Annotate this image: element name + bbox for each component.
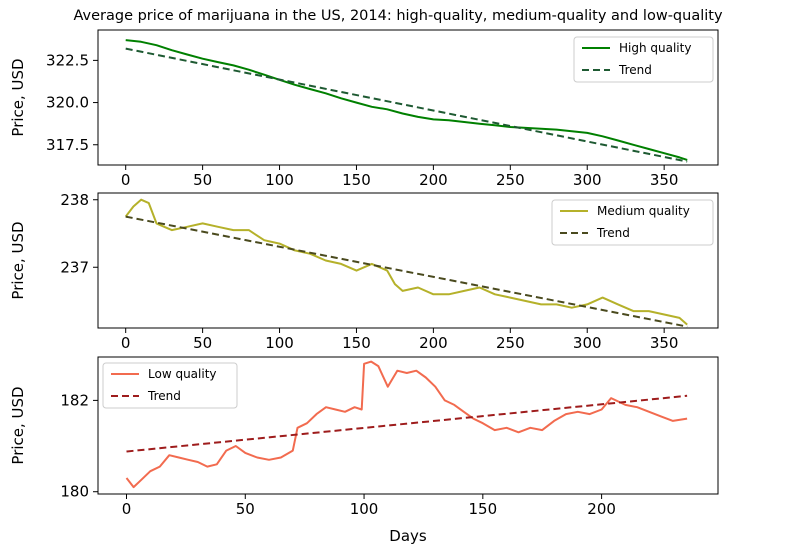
y-tick-label: 237 (60, 258, 89, 276)
y-tick-label: 180 (60, 483, 89, 501)
x-tick-label: 250 (496, 171, 525, 189)
legend-entry: Trend (596, 226, 630, 240)
trend-line-2 (125, 215, 688, 328)
y-tick-label: 182 (60, 391, 89, 409)
x-axis-label: Days (389, 527, 427, 544)
x-tick-label: 300 (573, 171, 602, 189)
trend-line-3 (126, 394, 688, 453)
x-tick-label: 300 (573, 334, 602, 352)
x-tick-label: 0 (121, 334, 131, 352)
x-tick-label: 200 (419, 334, 448, 352)
legend: Low quality Trend (102, 362, 238, 409)
x-tick-label: 200 (419, 171, 448, 189)
price-line-3 (125, 360, 688, 489)
x-tick-label: 50 (193, 334, 212, 352)
subplot-2: 0 50 100 150 200 250 300 350 237 238 Price, USD Med… (9, 191, 719, 352)
subplot-3: 0 50 100 150 200 180 182 Price, USD Low quality T… (9, 356, 719, 518)
x-tick-label: 150 (469, 500, 498, 518)
x-tick-label: 350 (650, 334, 679, 352)
y-axis-label: Price, USD (9, 386, 27, 464)
legend-entry: Trend (618, 63, 652, 77)
x-tick-label: 100 (350, 500, 379, 518)
legend-box (551, 199, 714, 246)
legend-entry: Low quality (148, 367, 217, 381)
legend: High quality Trend (573, 36, 714, 83)
legend-entry: Medium quality (597, 204, 690, 218)
axes-frame (97, 192, 719, 329)
trend-line-1 (125, 47, 688, 163)
x-tick-label: 100 (265, 171, 294, 189)
x-tick-label: 200 (587, 500, 616, 518)
legend-entry: Trend (147, 389, 181, 403)
x-tick-label: 0 (121, 171, 131, 189)
x-tick-label: 250 (496, 334, 525, 352)
x-tick-label: 50 (236, 500, 255, 518)
x-tick-label: 350 (650, 171, 679, 189)
y-tick-label: 238 (60, 191, 89, 209)
subplots: 0 50 100 150 200 250 300 350 317.5 320.0 322.5 Pric… (9, 29, 719, 518)
axes-frame (97, 29, 719, 166)
y-tick-label: 320.0 (46, 94, 89, 112)
price-line-1 (125, 39, 688, 161)
y-tick-label: 322.5 (46, 51, 89, 69)
legend: Medium quality Trend (551, 199, 714, 246)
x-tick-label: 0 (122, 500, 132, 518)
axes-frame (97, 356, 719, 495)
legend-entry: High quality (619, 41, 691, 55)
x-tick-label: 150 (342, 171, 371, 189)
x-tick-label: 100 (265, 334, 294, 352)
x-tick-label: 50 (193, 171, 212, 189)
figure-title: Average price of marijuana in the US, 20… (73, 8, 722, 24)
y-axis-label: Price, USD (9, 221, 27, 299)
y-axis-label: Price, USD (9, 58, 27, 136)
y-tick-label: 317.5 (46, 136, 89, 154)
subplot-1: 0 50 100 150 200 250 300 350 317.5 320.0 322.5 Pric… (9, 29, 719, 189)
x-tick-label: 150 (342, 334, 371, 352)
